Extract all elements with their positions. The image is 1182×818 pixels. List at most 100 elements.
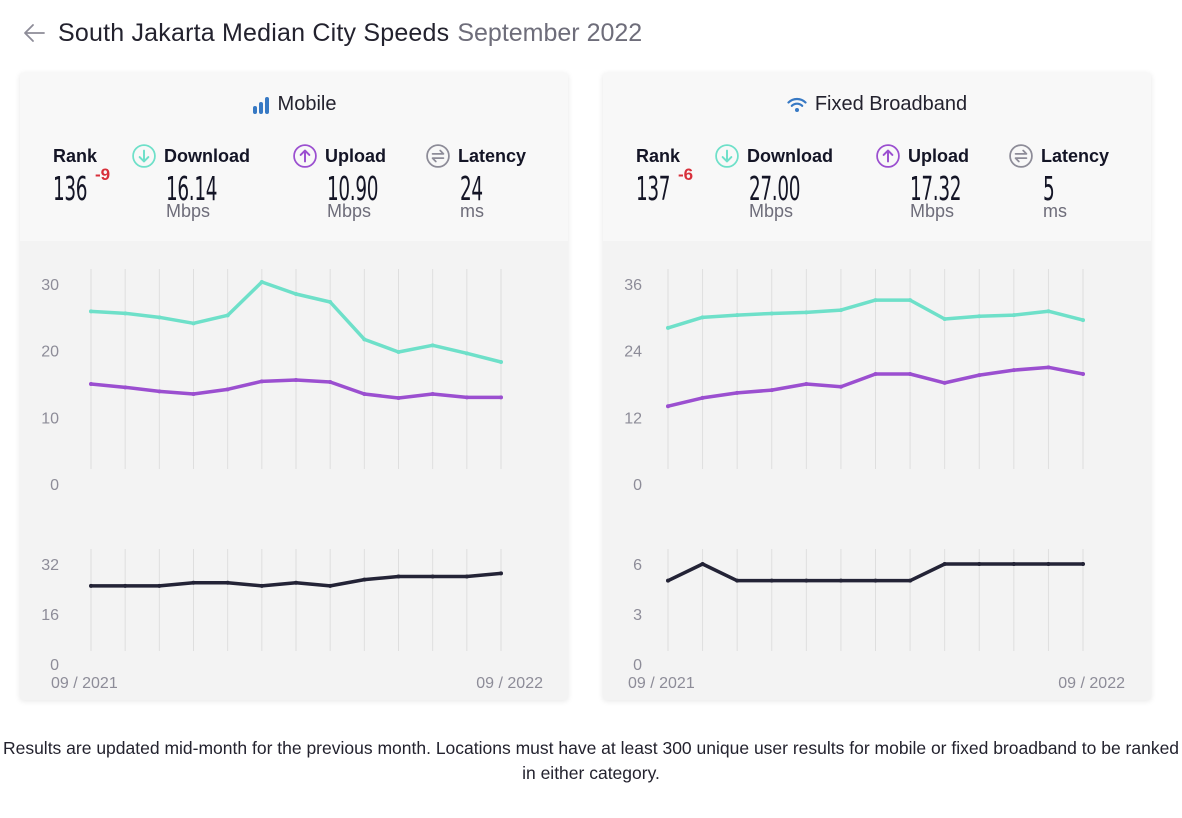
back-button[interactable] [20,19,48,47]
fixed-latency-latency-point[interactable] [769,578,774,583]
mobile-speed-upload-point[interactable] [259,379,264,384]
fixed-speed-upload-point[interactable] [977,373,982,378]
fixed-latency-latency-point[interactable] [666,578,670,583]
fixed-latency-latency-point[interactable] [735,578,740,583]
mobile-latency-latency-point[interactable] [191,580,196,585]
fixed-speed-download-point[interactable] [838,308,843,313]
fixed-latency-latency-point[interactable] [873,578,878,583]
fixed-latency-y-tick-label: 0 [633,657,642,674]
mobile-charts: 0 10 20 30 0 16 32 09 / 2021 09 / 2022 [41,269,543,692]
fixed-speed-upload-point[interactable] [804,382,809,386]
download-value: 16.14 [166,169,218,208]
mobile-speed-upload-point[interactable] [464,395,469,400]
mobile-latency-latency-point[interactable] [499,571,503,576]
fixed-speed-download-point[interactable] [1046,309,1051,314]
mobile-speed-download-point[interactable] [123,311,128,316]
mobile-speed-upload-point[interactable] [396,396,401,400]
mobile-latency-latency-point[interactable] [294,580,298,585]
fixed-latency-latency-point[interactable] [838,578,843,583]
mobile-speed-y-tick-label: 30 [41,277,59,294]
fixed-speed-download-point[interactable] [804,310,809,315]
fixed-speed-upload-point[interactable] [873,372,878,376]
download-unit: Mbps [166,201,211,221]
mobile-latency-latency-point[interactable] [396,574,401,579]
mobile-latency-latency-point[interactable] [362,577,367,582]
mobile-speed-download-point[interactable] [191,321,196,326]
mobile-speed-download-point[interactable] [396,350,401,354]
mobile-speed-download-point[interactable] [464,351,469,356]
fixed-latency-latency-point[interactable] [804,578,809,583]
mobile-speed-download-point[interactable] [294,292,298,296]
fixed-speed-download-point[interactable] [700,315,705,320]
fixed-speed-download-point[interactable] [1081,318,1085,323]
mobile-speed-download-point[interactable] [89,309,93,314]
mobile-latency-latency-point[interactable] [89,583,93,588]
fixed-latency-latency-point[interactable] [700,562,705,566]
fixed-speed-upload-point[interactable] [942,380,947,385]
fixed-latency-latency-point[interactable] [977,562,982,566]
upload-label: Upload [908,145,969,166]
fixed-speed-upload-point[interactable] [1081,372,1085,376]
latency-label: Latency [458,145,527,166]
mobile-latency-latency-point[interactable] [225,580,230,585]
upload-unit: Mbps [327,201,372,221]
upload-icon [293,144,317,168]
mobile-speed-upload-point[interactable] [362,392,367,396]
fixed-speed-upload-point[interactable] [1011,368,1016,373]
mobile-speed-upload-point[interactable] [294,378,298,382]
mobile-latency-latency-point[interactable] [464,574,469,579]
mobile-speed-upload-point[interactable] [123,385,128,390]
rank-label: Rank [636,145,681,166]
mobile-speed-download-point[interactable] [430,343,435,348]
fixed-speed-download-point[interactable] [908,298,913,303]
mobile-speed-upload-point[interactable] [89,382,93,386]
mobile-latency-latency-point[interactable] [157,583,162,588]
fixed-speed-download-point[interactable] [735,313,740,318]
mobile-speed-upload-point[interactable] [328,380,333,384]
fixed-speed-upload-point[interactable] [735,390,740,395]
download-metric: Download 16.14 Mbps [132,143,250,222]
mobile-speed-upload-point[interactable] [225,387,230,392]
mobile-latency-latency-point[interactable] [328,583,333,588]
mobile-latency-latency-point[interactable] [430,574,435,579]
fixed-speed-upload-point[interactable] [908,372,913,376]
footnote: Results are updated mid-month for the pr… [2,738,1180,783]
fixed-speed-download-point[interactable] [666,325,670,330]
fixed-speed-upload-point[interactable] [700,395,705,400]
mobile-speed-download-point[interactable] [362,337,367,342]
mobile-speed-upload-point[interactable] [430,392,435,396]
fixed-latency-latency-point[interactable] [1046,562,1051,566]
mobile-speed-download-point[interactable] [328,300,333,304]
mobile-latency-y-tick-label: 32 [41,557,59,574]
mobile-latency-latency-point[interactable] [123,583,128,588]
mobile-speed-download-point[interactable] [499,360,503,364]
fixed-speed-download-point[interactable] [769,311,774,316]
mobile-speed-y-tick-label: 20 [41,344,59,361]
fixed-speed-download-point[interactable] [873,298,878,303]
fixed-latency-latency-point[interactable] [908,578,913,583]
rank-label: Rank [53,145,98,166]
mobile-latency-latency-point[interactable] [259,583,264,588]
fixed-speed-upload-point[interactable] [838,384,843,389]
fixed-speed-download-point[interactable] [942,317,947,321]
mobile-speed-download-point[interactable] [259,280,264,284]
fixed-speed-upload-point[interactable] [666,404,670,409]
fixed-broadband-card: Fixed Broadband Rank 137 -6 Download 27.… [603,73,1151,700]
fixed-speed-download-point[interactable] [977,314,982,319]
fixed-latency-latency-point[interactable] [1011,562,1016,566]
download-label: Download [164,145,250,166]
mobile-speed-upload-point[interactable] [157,389,162,394]
fixed-latency-latency-point[interactable] [1081,562,1085,566]
fixed-speed-upload-point[interactable] [1046,365,1051,370]
mobile-speed-upload-point[interactable] [499,395,503,400]
mobile-speed-download-point[interactable] [157,315,162,320]
mobile-speed-download-point[interactable] [225,313,230,318]
latency-metric: Latency 24 ms [426,143,526,222]
fixed-latency-latency-point[interactable] [942,562,947,566]
fixed-speed-y-tick-label: 36 [624,277,642,294]
rank-delta: -9 [95,165,111,184]
fixed-speed-download-point[interactable] [1011,313,1016,318]
fixed-speed-upload-point[interactable] [769,388,774,393]
mobile-speed-upload-point[interactable] [191,392,196,396]
